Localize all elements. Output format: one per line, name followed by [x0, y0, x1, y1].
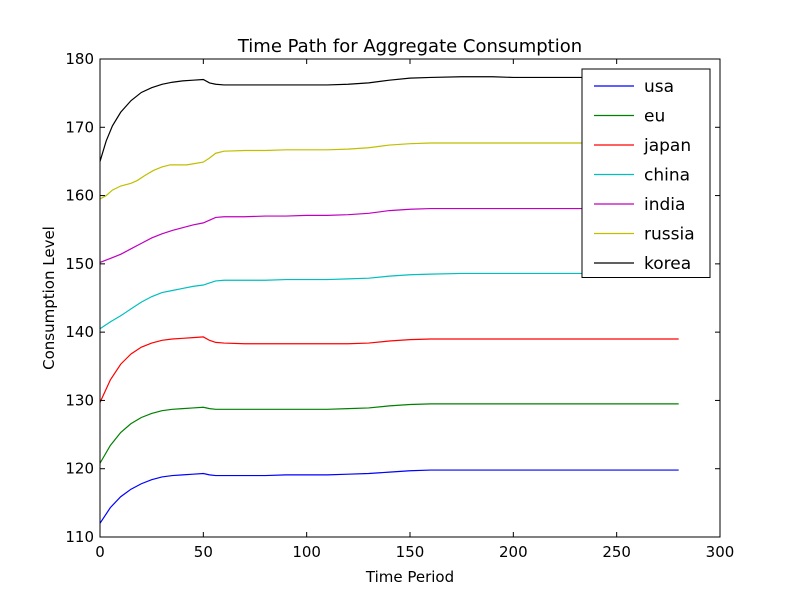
series-line-korea — [99, 76, 679, 162]
x-tick-label: 100 — [292, 543, 321, 561]
legend-label-russia: russia — [644, 225, 695, 245]
x-axis-label: Time Period — [365, 568, 454, 586]
y-tick-label: 120 — [65, 460, 94, 478]
legend-label-japan: japan — [643, 136, 691, 156]
series-layer — [99, 76, 679, 524]
series-line-china — [99, 272, 679, 330]
x-tick-label: 300 — [706, 543, 735, 561]
series-line-japan — [99, 336, 679, 403]
x-tick-label: 50 — [194, 543, 213, 561]
y-axis-label: Consumption Level — [40, 226, 58, 370]
series-line-eu — [99, 403, 679, 464]
y-tick-label: 140 — [65, 323, 94, 341]
legend: usa eu japan china india russia korea — [581, 68, 711, 278]
legend-label-korea: korea — [644, 254, 691, 274]
chart-title: Time Path for Aggregate Consumption — [237, 36, 582, 57]
y-tick-label: 130 — [65, 391, 94, 409]
y-tick-label: 180 — [65, 50, 94, 68]
y-tick-label: 160 — [65, 187, 94, 205]
x-tick-label: 0 — [95, 543, 105, 561]
y-tick-label: 150 — [65, 255, 94, 273]
series-line-india — [99, 207, 679, 264]
legend-box — [581, 68, 711, 278]
x-axis: 0 50 100 150 200 250 300 — [95, 59, 734, 561]
legend-label-eu: eu — [644, 107, 665, 127]
x-tick-label: 200 — [499, 543, 528, 561]
legend-label-china: china — [644, 166, 690, 186]
series-line-russia — [99, 142, 679, 200]
y-tick-label: 110 — [65, 528, 94, 546]
series-line-usa — [99, 469, 679, 524]
legend-label-usa: usa — [644, 77, 674, 97]
x-tick-label: 250 — [602, 543, 631, 561]
legend-label-india: india — [644, 195, 685, 215]
y-axis: 110 120 130 140 150 160 170 180 — [65, 50, 720, 546]
x-tick-label: 150 — [396, 543, 425, 561]
y-tick-label: 170 — [65, 118, 94, 136]
